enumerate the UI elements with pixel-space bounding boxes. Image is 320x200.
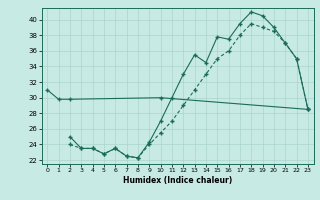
- X-axis label: Humidex (Indice chaleur): Humidex (Indice chaleur): [123, 176, 232, 185]
